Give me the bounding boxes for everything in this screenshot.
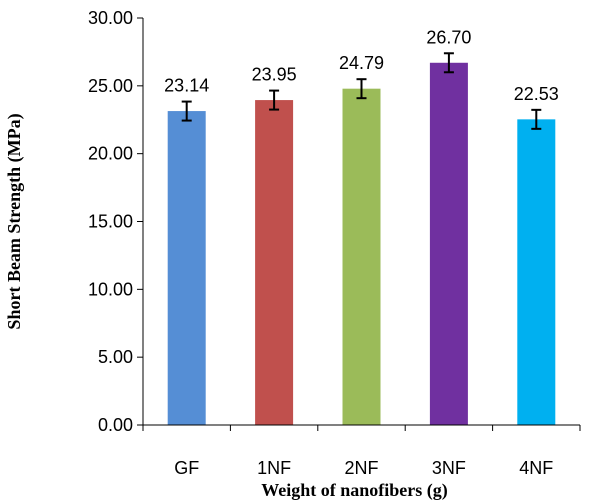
x-tick-label: GF xyxy=(174,458,199,478)
x-tick-label: 2NF xyxy=(344,458,378,478)
bars xyxy=(167,62,556,426)
data-label: 26.70 xyxy=(426,27,471,47)
y-tick-label: 10.00 xyxy=(88,279,133,299)
bar-4nf xyxy=(517,119,556,425)
bar-2nf xyxy=(342,88,381,425)
x-axis-title: Weight of nanofibers (g) xyxy=(261,480,448,501)
y-tick-label: 30.00 xyxy=(88,8,133,28)
bar-3nf xyxy=(429,62,468,426)
x-tick-label: 1NF xyxy=(257,458,291,478)
bar-1nf xyxy=(255,100,294,425)
data-label: 23.95 xyxy=(252,65,297,85)
data-label: 23.14 xyxy=(164,76,209,96)
y-axis-title: Short Beam Strength (MPa) xyxy=(4,113,25,329)
y-tick-label: 15.00 xyxy=(88,212,133,232)
x-tick-label: 4NF xyxy=(519,458,553,478)
x-axis-ticks: GF 1NF 2NF 3NF 4NF xyxy=(142,425,581,478)
bar-gf xyxy=(167,111,206,426)
y-tick-label: 25.00 xyxy=(88,76,133,96)
y-tick-label: 20.00 xyxy=(88,144,133,164)
y-tick-label: 0.00 xyxy=(98,415,133,435)
y-tick-label: 5.00 xyxy=(98,347,133,367)
y-axis-ticks: 0.00 5.00 10.00 15.00 20.00 25.00 30.00 xyxy=(88,8,143,435)
error-bars xyxy=(181,52,542,130)
data-labels: 23.14 23.95 24.79 26.70 22.53 xyxy=(164,27,559,104)
data-label: 22.53 xyxy=(514,84,559,104)
x-tick-label: 3NF xyxy=(432,458,466,478)
data-label: 24.79 xyxy=(339,53,384,73)
